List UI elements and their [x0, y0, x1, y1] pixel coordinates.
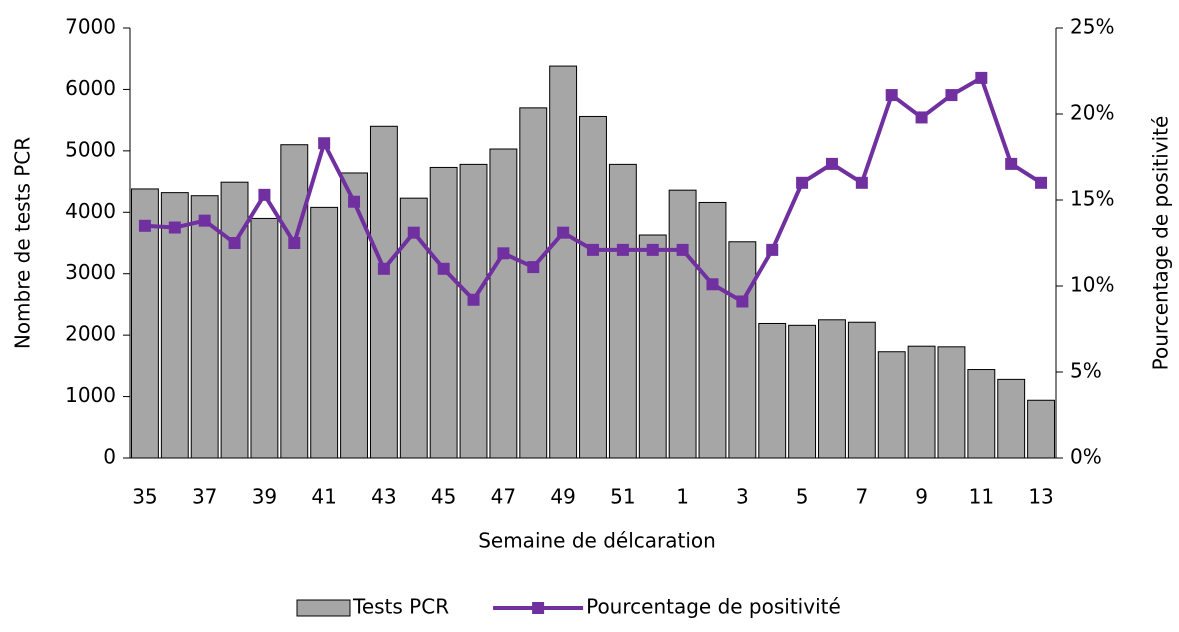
- x-tick-label: 51: [610, 485, 635, 509]
- line-marker: [198, 214, 211, 227]
- y-tick-label: 2000: [65, 322, 116, 346]
- y-tick-label: 1000: [65, 383, 116, 407]
- bar: [937, 346, 966, 459]
- line-marker: [706, 278, 719, 291]
- legend-label: Tests PCR: [352, 595, 449, 619]
- x-tick-label: 41: [311, 485, 336, 509]
- y-tick-label: 5000: [65, 137, 116, 161]
- x-tick-label: 47: [491, 485, 516, 509]
- y-axis-label: Nombre de tests PCR: [11, 137, 35, 349]
- bar: [280, 144, 309, 459]
- bar: [997, 378, 1026, 459]
- line-marker: [527, 261, 540, 274]
- bar: [698, 201, 727, 459]
- x-tick-label: 39: [252, 485, 277, 509]
- y-tick-label: 4000: [65, 199, 116, 223]
- y2-tick-label: 5%: [1070, 359, 1102, 383]
- line-marker: [497, 247, 510, 260]
- bar: [310, 206, 339, 459]
- x-tick-label: 5: [796, 485, 809, 509]
- bar: [877, 351, 906, 459]
- y2-tick-label: 0%: [1070, 445, 1102, 469]
- x-tick-label: 45: [431, 485, 456, 509]
- bar: [489, 148, 518, 459]
- x-tick-label: 9: [915, 485, 928, 509]
- x-axis-label: Semaine de délcaration: [478, 529, 716, 553]
- bar: [160, 192, 189, 459]
- bar: [967, 369, 996, 459]
- bar: [369, 125, 398, 459]
- line-marker: [855, 176, 868, 189]
- line-marker: [288, 237, 301, 249]
- x-tick-label: 37: [192, 485, 217, 509]
- bar: [130, 188, 159, 459]
- line-marker: [885, 89, 898, 102]
- y2-tick-label: 25%: [1070, 15, 1114, 39]
- y-tick-label: 3000: [65, 260, 116, 284]
- line-marker: [258, 188, 271, 201]
- y2-tick-label: 15%: [1070, 187, 1114, 211]
- line-marker: [646, 243, 659, 256]
- y2-axis-label: Pourcentage de positivité: [1149, 116, 1173, 371]
- line-marker: [736, 295, 749, 308]
- bar: [1027, 399, 1056, 459]
- line-marker: [915, 111, 928, 124]
- x-tick-label: 13: [1028, 485, 1053, 509]
- bar: [638, 234, 667, 459]
- legend-label: Pourcentage de positivité: [586, 595, 841, 619]
- line-marker: [1035, 176, 1048, 189]
- bar: [519, 107, 548, 459]
- line-marker: [557, 226, 570, 239]
- line-marker: [766, 243, 779, 256]
- line-marker: [975, 71, 988, 84]
- line-marker: [616, 243, 629, 256]
- y-tick-label: 7000: [65, 15, 116, 39]
- x-tick-label: 1: [676, 485, 689, 509]
- line-marker: [467, 293, 480, 306]
- line-marker: [825, 157, 838, 170]
- line-marker: [1005, 157, 1018, 170]
- line-marker: [587, 243, 599, 256]
- line-marker: [407, 226, 420, 239]
- x-tick-label: 49: [550, 485, 575, 509]
- bar: [250, 217, 279, 459]
- x-tick-label: 11: [969, 485, 994, 509]
- bar: [340, 172, 368, 459]
- bar: [847, 321, 876, 459]
- bar: [728, 241, 757, 459]
- line-marker: [138, 219, 151, 232]
- line-marker: [676, 243, 689, 256]
- bar: [758, 322, 787, 459]
- line-marker: [945, 89, 958, 102]
- bar: [220, 181, 249, 459]
- y-tick-label: 6000: [65, 76, 116, 100]
- bar: [788, 324, 817, 459]
- y2-tick-label: 10%: [1070, 273, 1114, 297]
- y-tick-label: 0: [103, 445, 116, 469]
- legend-marker: [532, 602, 545, 614]
- bar: [608, 163, 637, 459]
- bar: [190, 195, 219, 459]
- x-tick-label: 3: [736, 485, 749, 509]
- x-tick-label: 35: [132, 485, 157, 509]
- bar: [579, 115, 607, 459]
- x-tick-label: 7: [855, 485, 868, 509]
- line-marker: [377, 262, 390, 275]
- line-marker: [796, 176, 809, 189]
- line-marker: [168, 221, 181, 234]
- line-marker: [228, 237, 241, 249]
- line-marker: [318, 137, 331, 150]
- legend-swatch: [296, 599, 351, 617]
- bar: [549, 65, 578, 459]
- line-marker: [437, 262, 450, 275]
- bar: [459, 163, 488, 459]
- bar: [668, 189, 697, 459]
- y2-tick-label: 20%: [1070, 101, 1114, 125]
- bar: [429, 166, 458, 459]
- bar: [818, 319, 846, 459]
- line-marker: [348, 195, 361, 208]
- x-tick-label: 43: [371, 485, 396, 509]
- bar: [907, 345, 936, 459]
